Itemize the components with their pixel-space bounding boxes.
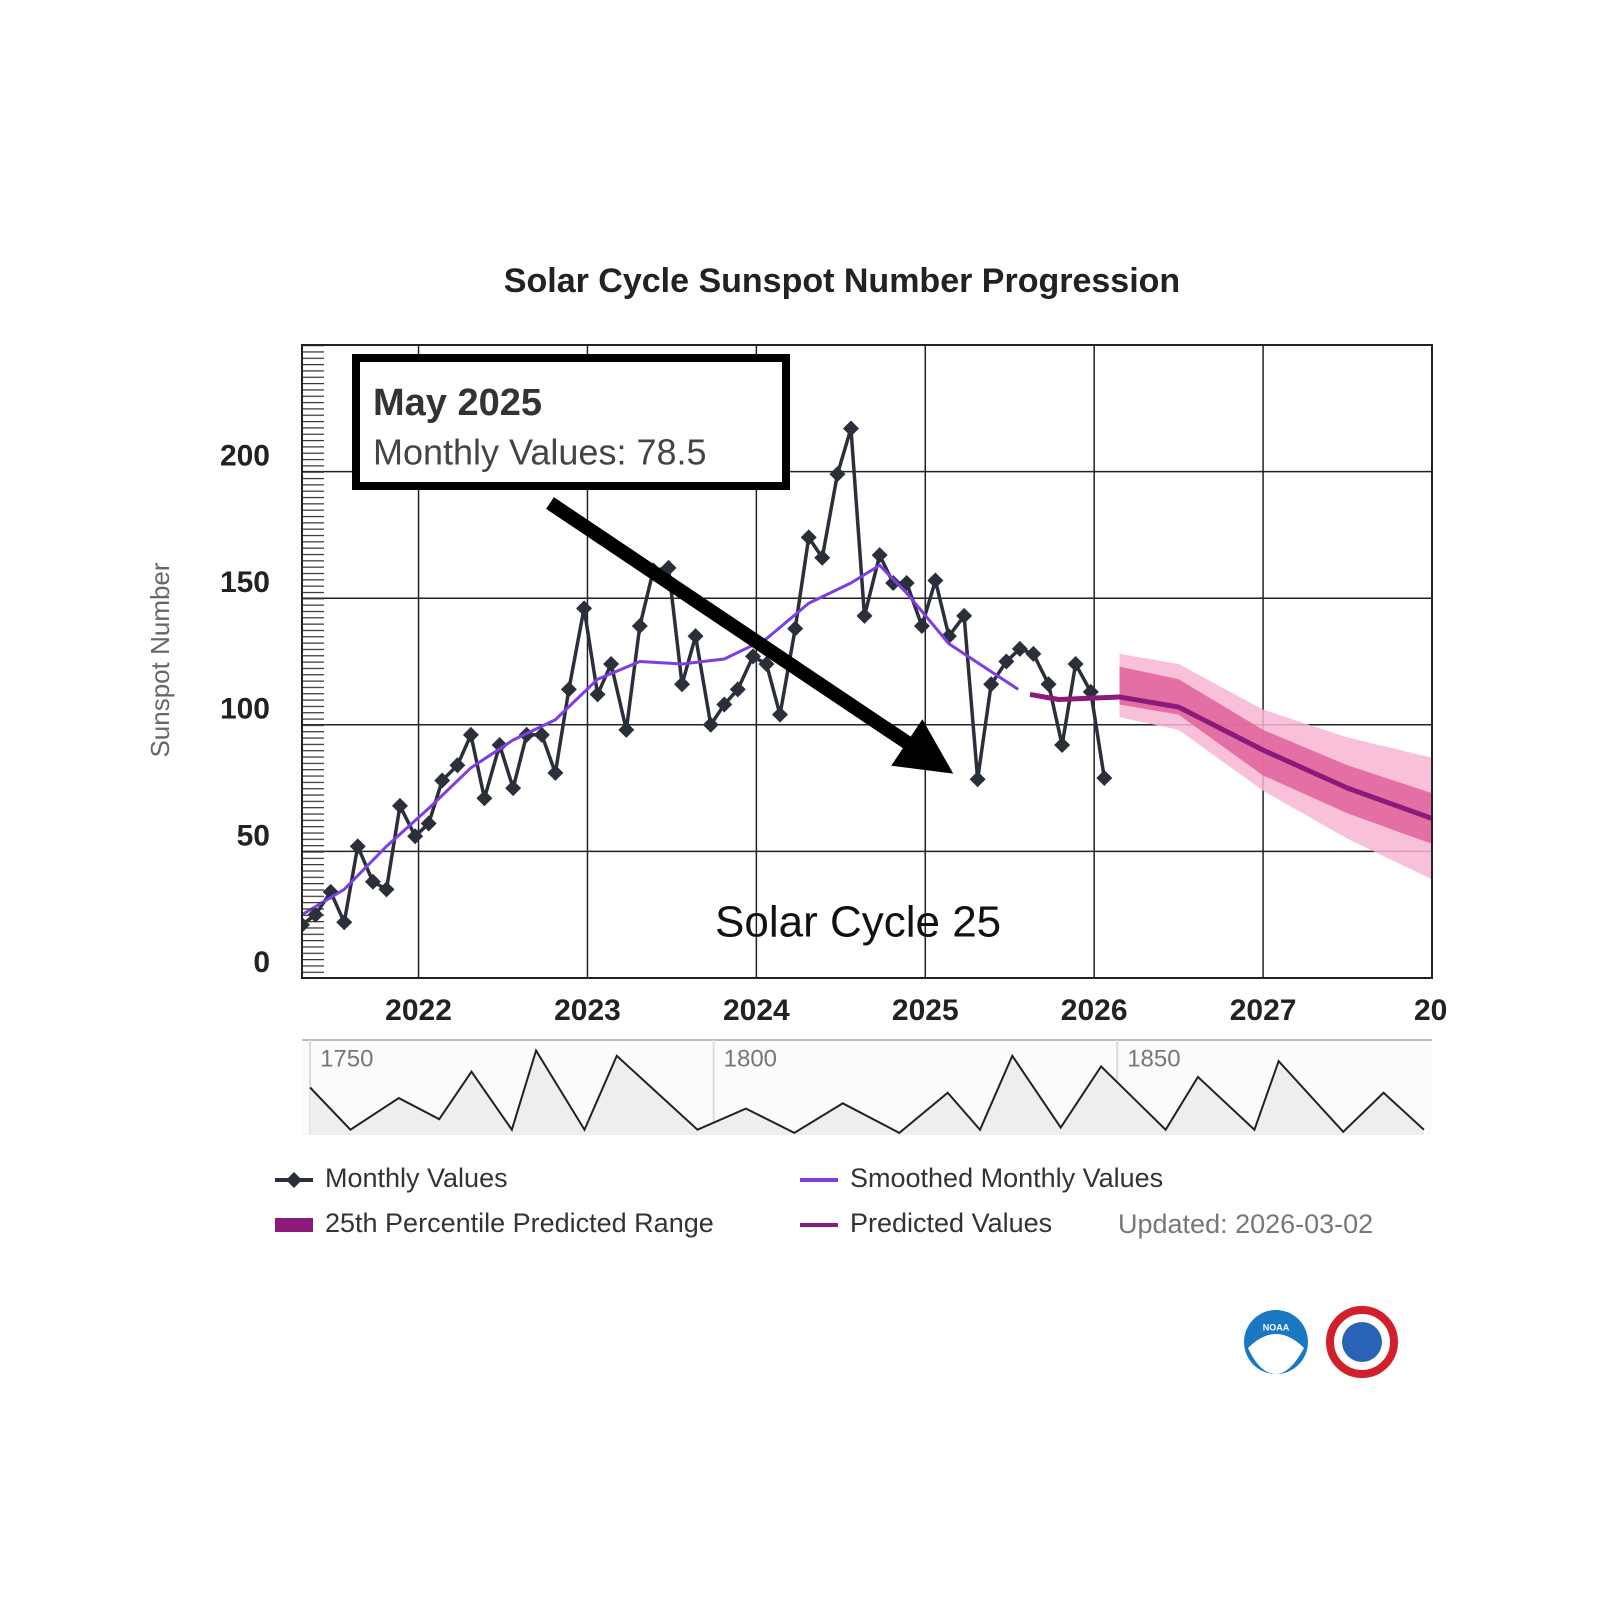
x-tick-label: 2025 (892, 994, 959, 1027)
data-point (856, 607, 873, 624)
data-point (1040, 676, 1057, 693)
plot-area (302, 345, 1432, 979)
data-point (391, 797, 408, 814)
data-point (407, 828, 424, 845)
annotation-box (352, 354, 790, 490)
x-tick-label: 2022 (385, 994, 452, 1027)
chart-title: Solar Cycle Sunspot Number Progression (504, 262, 1180, 300)
navigator-line (309, 1048, 1425, 1135)
data-point (702, 716, 719, 733)
data-point (687, 628, 704, 645)
y-tick-label: 50 (237, 819, 270, 852)
data-point (674, 676, 691, 693)
navigator-label: 1800 (724, 1045, 777, 1072)
data-point (716, 696, 733, 713)
data-point (349, 838, 366, 855)
data-point (576, 600, 593, 617)
minor-ticks (302, 345, 324, 978)
data-point (1025, 645, 1042, 662)
x-tick-label: 2024 (723, 994, 790, 1027)
data-point (420, 815, 437, 832)
data-point (842, 420, 859, 437)
data-point (814, 549, 831, 566)
navigator-label: 1750 (320, 1045, 373, 1072)
legend-label: Predicted Values (850, 1208, 1052, 1238)
data-point (956, 607, 973, 624)
y-tick-label: 150 (220, 566, 270, 599)
y-axis-title: Sunspot Number (145, 562, 175, 757)
x-tick-label: 2026 (1061, 994, 1128, 1027)
data-point (885, 575, 902, 592)
y-tick-label: 0 (253, 946, 270, 979)
series-line (302, 563, 1019, 916)
data-point (547, 764, 564, 781)
x-tick-label: 2023 (554, 994, 621, 1027)
data-point (434, 772, 451, 789)
legend-marker (286, 1172, 302, 1188)
updated-note: Updated: 2026-03-02 (1118, 1209, 1373, 1239)
data-point (969, 771, 986, 788)
data-point (631, 618, 648, 635)
navigator: 1750 1800 1850 (302, 1039, 1432, 1135)
annotation-title: May 2025 (373, 382, 542, 424)
data-point (560, 681, 577, 698)
annotation-text: Monthly Values: 78.5 (373, 432, 707, 473)
plot-frame (301, 344, 1433, 979)
data-point (603, 656, 620, 673)
data-point (1067, 656, 1084, 673)
data-point (618, 721, 635, 738)
data-point (787, 620, 804, 637)
y-tick-label: 100 (220, 693, 270, 726)
series-group (302, 420, 1432, 933)
x-tick-label: 2027 (1230, 994, 1297, 1027)
data-point (378, 881, 395, 898)
data-point (476, 790, 493, 807)
data-point (772, 706, 789, 723)
x-tick-label: 20 (1414, 994, 1447, 1027)
data-point (829, 466, 846, 483)
data-point (1096, 769, 1113, 786)
data-point (758, 656, 775, 673)
data-point (449, 757, 466, 774)
annotation-arrow (546, 497, 954, 774)
data-point (462, 726, 479, 743)
data-point (1054, 737, 1071, 754)
cycle-label: Solar Cycle 25 (715, 898, 1001, 947)
navigator-area (310, 1050, 1424, 1135)
legend-label: 25th Percentile Predicted Range (325, 1208, 714, 1238)
data-point (589, 686, 606, 703)
data-point (744, 648, 761, 665)
nws-logo-center (1342, 1322, 1382, 1362)
legend-swatch (275, 1218, 313, 1232)
data-point (491, 737, 508, 754)
data-point (998, 653, 1015, 670)
data-point (800, 529, 817, 546)
noaa-gull (1248, 1334, 1304, 1374)
data-point (913, 618, 930, 635)
data-point (729, 681, 746, 698)
data-point (336, 914, 353, 931)
series-line (1029, 691, 1432, 821)
y-tick-label: 200 (220, 440, 270, 473)
data-point (871, 547, 888, 564)
data-point (505, 780, 522, 797)
legend-label: Smoothed Monthly Values (850, 1163, 1163, 1193)
noaa-text: NOAA (1263, 1322, 1290, 1332)
data-point (983, 676, 1000, 693)
legend-label: Monthly Values (325, 1163, 508, 1193)
navigator-label: 1850 (1127, 1045, 1180, 1072)
data-point (533, 726, 550, 743)
data-point (927, 572, 944, 589)
data-point (1011, 640, 1028, 657)
data-point (364, 873, 381, 890)
legend: Monthly Values Smoothed Monthly Values 25t… (275, 1163, 1163, 1238)
